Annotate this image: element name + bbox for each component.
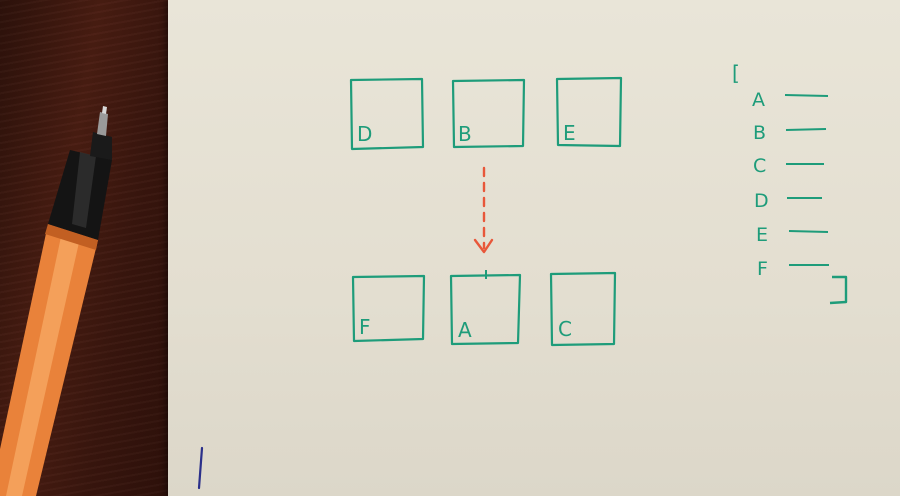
list-item-label: E — [756, 224, 768, 246]
list-close-bracket — [829, 275, 848, 305]
letter-list: [ A B C D E F — [732, 61, 848, 305]
list-item-label: C — [753, 155, 766, 177]
tile-label-c: C — [558, 317, 572, 341]
tile-label-f: F — [359, 315, 371, 339]
list-open-bracket: [ — [732, 61, 740, 85]
tile-f: F — [351, 274, 426, 343]
tile-c: C — [549, 271, 617, 347]
tile-e: E — [555, 76, 623, 148]
list-item-label: A — [752, 89, 765, 111]
paper-sheet — [168, 0, 900, 496]
tile-label-a: A — [458, 318, 472, 342]
list-item-label: F — [757, 258, 768, 280]
list-item-label: D — [754, 190, 769, 212]
stray-pen-mark — [197, 446, 204, 490]
tile-d: D — [349, 77, 425, 151]
orange-pen-icon — [0, 106, 112, 496]
dotted-down-arrow-icon — [473, 166, 494, 254]
list-item-label: B — [753, 122, 766, 144]
tile-a: A — [449, 270, 522, 346]
tile-label-d: D — [357, 122, 372, 146]
tile-label-b: B — [458, 122, 472, 146]
tile-b: B — [451, 78, 526, 149]
tile-label-e: E — [563, 121, 576, 145]
